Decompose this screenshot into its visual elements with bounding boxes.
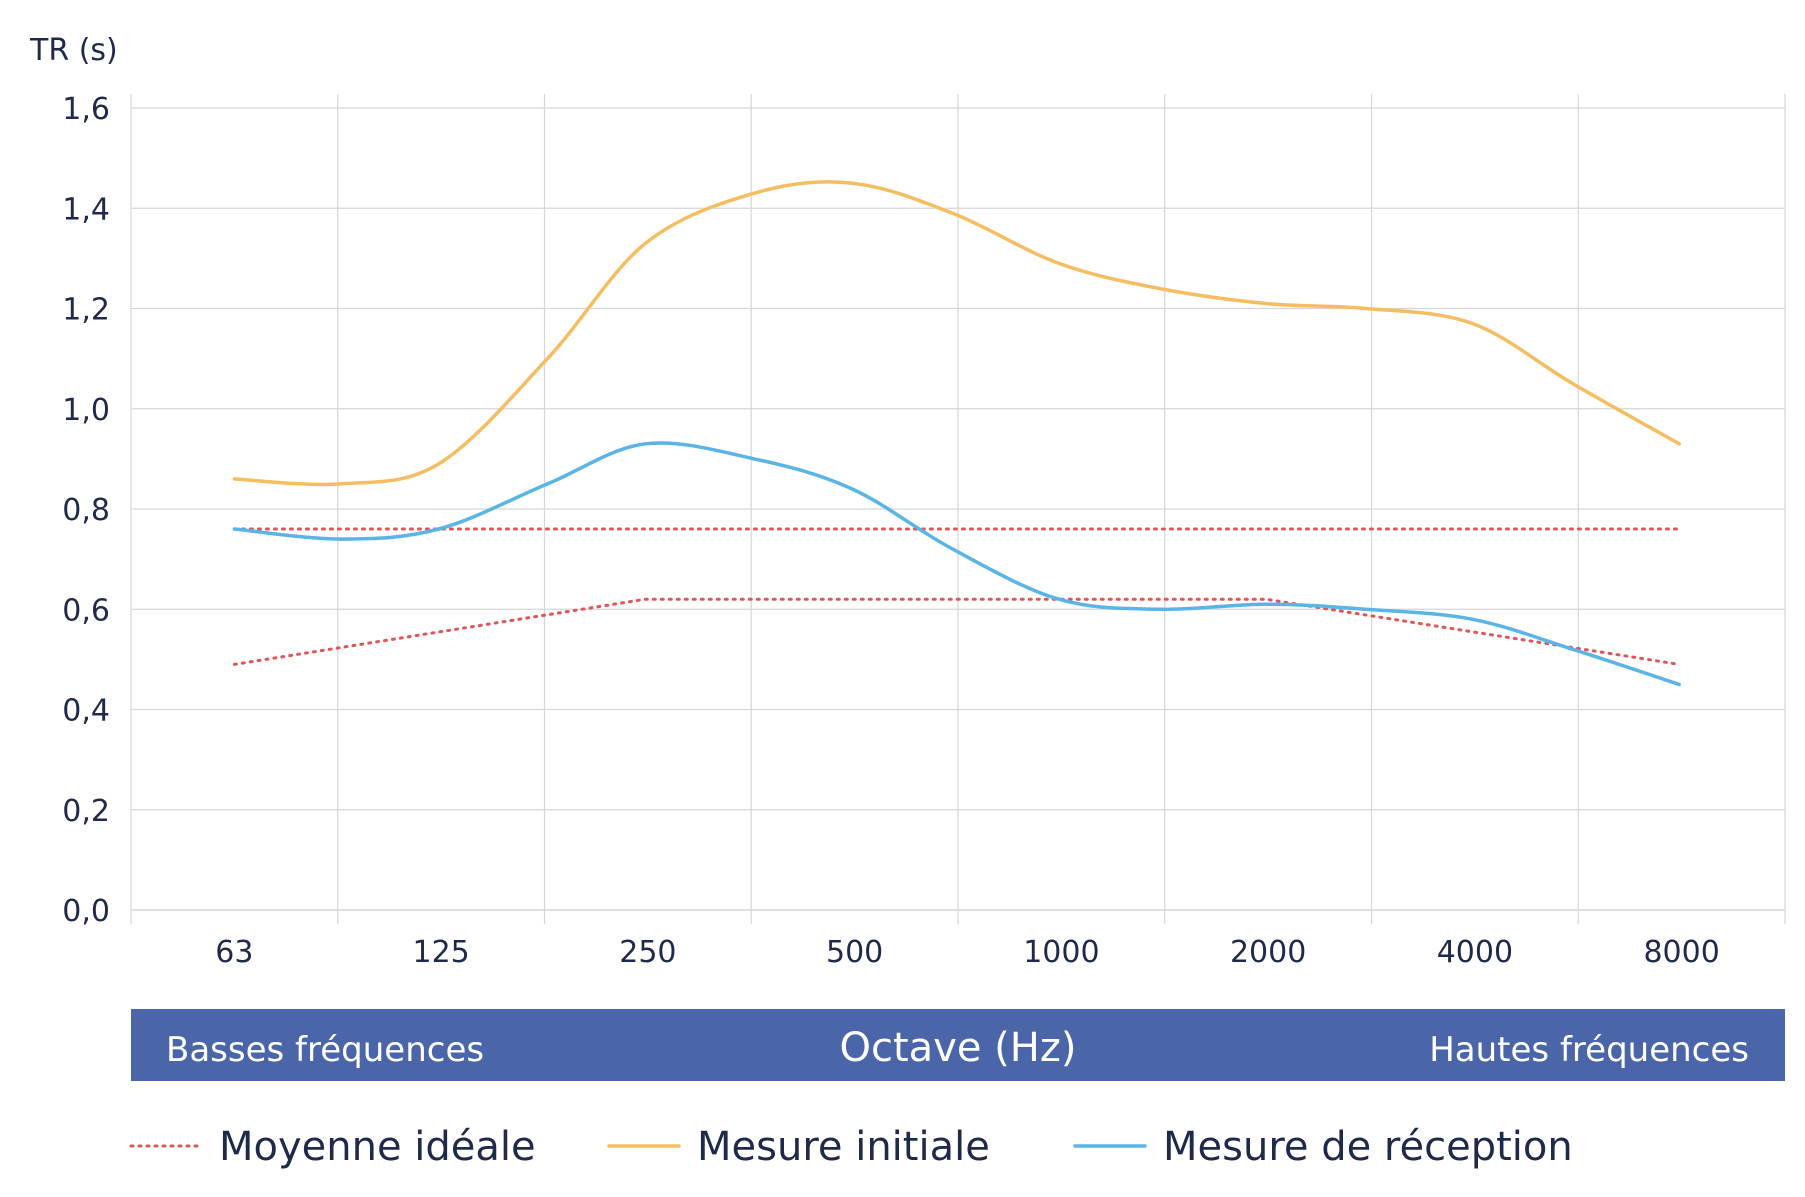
y-tick-label: 1,2: [62, 293, 110, 328]
legend-label: Mesure de réception: [1163, 1124, 1573, 1170]
x-tick-label: 8000: [1643, 935, 1719, 970]
y-tick-label: 0,8: [62, 493, 110, 528]
legend-label: Mesure initiale: [697, 1124, 990, 1170]
x-tick-label: 4000: [1437, 935, 1513, 970]
series-line-3: [232, 441, 1681, 687]
x-tick-label: 2000: [1230, 935, 1306, 970]
grid: [130, 94, 1786, 924]
y-axis-label: TR (s): [29, 33, 118, 68]
x-ticks: 63 125 250 500 1000 2000 4000 8000: [215, 935, 1720, 970]
y-tick-label: 0,0: [62, 894, 110, 929]
x-tick-label: 250: [619, 935, 676, 970]
y-tick-label: 1,0: [62, 393, 110, 428]
band-background: [131, 1009, 1785, 1081]
band-right-label: Hautes fréquences: [1429, 1030, 1749, 1070]
y-tick-label: 0,6: [62, 593, 110, 628]
legend-label: Moyenne idéale: [219, 1124, 536, 1170]
series-lines: [232, 180, 1681, 687]
band-left-label: Basses fréquences: [166, 1030, 484, 1070]
y-tick-label: 1,6: [62, 92, 110, 127]
ideal-bound-line-2: [232, 597, 1681, 666]
y-ticks: 0,0 0,2 0,4 0,6 0,8 1,0 1,2 1,4 1,6: [62, 92, 110, 929]
x-tick-label: 1000: [1023, 935, 1099, 970]
x-axis-label: Octave (Hz): [840, 1025, 1077, 1071]
y-tick-label: 0,2: [62, 794, 110, 829]
x-tick-label: 125: [412, 935, 469, 970]
x-tick-label: 500: [826, 935, 883, 970]
x-tick-label: 63: [215, 935, 253, 970]
y-tick-label: 1,4: [62, 192, 110, 227]
frequency-band: Basses fréquences Octave (Hz) Hautes fré…: [131, 1009, 1785, 1081]
series-line-2: [232, 180, 1681, 487]
y-tick-label: 0,4: [62, 694, 110, 729]
legend: Moyenne idéale Mesure initiale Mesure de r…: [129, 1124, 1573, 1170]
